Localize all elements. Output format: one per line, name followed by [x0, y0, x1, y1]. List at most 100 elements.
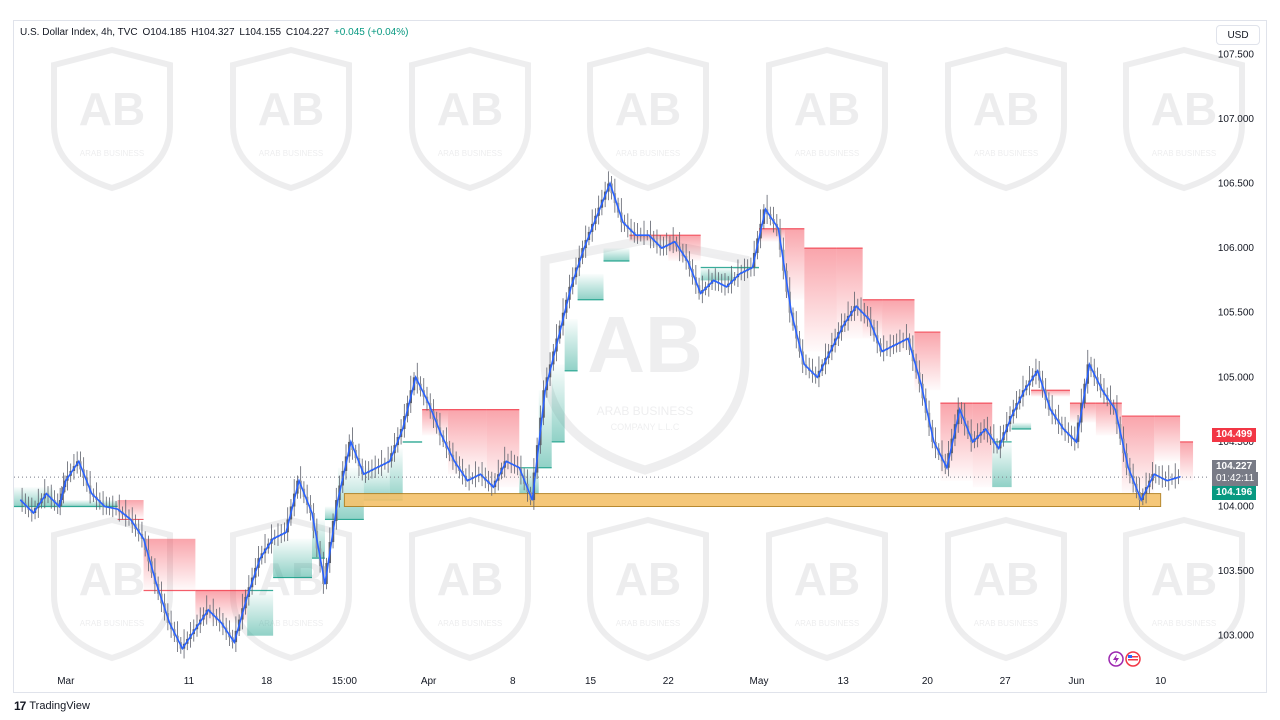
price-point-4 — [65, 480, 67, 482]
y-axis: 107.500 107.000 106.500 106.000 105.500 105.0… — [1218, 49, 1255, 641]
trail-fill-19 — [564, 319, 578, 371]
price-point-15 — [207, 609, 209, 611]
watermark-name: ARAB BUSINESS — [259, 619, 323, 628]
watermark-monogram: AB — [973, 83, 1039, 135]
watermark-layer: AB ARAB BUSINESS AB ARAB BUSINESS AB ARAB BUS… — [51, 46, 1245, 662]
watermark-monogram: AB — [1151, 83, 1217, 135]
countdown-tag: 01:42:11 — [1212, 472, 1259, 486]
price-point-53 — [700, 292, 702, 294]
price-point-20 — [272, 538, 274, 540]
price-point-82 — [1075, 441, 1078, 443]
watermark-shield-icon — [766, 516, 888, 662]
trail-fill-2 — [117, 500, 144, 520]
watermark-name: ARAB BUSINESS — [1152, 149, 1216, 158]
trail-fill-6 — [273, 538, 312, 578]
price-point-39 — [518, 467, 520, 469]
resistance-price-tag: 104.499 — [1212, 428, 1257, 442]
ohlc-low: L104.155 — [239, 27, 282, 38]
watermark-monogram: AB — [1151, 553, 1217, 605]
price-point-23 — [311, 512, 313, 514]
y-tick-label-7: 104.000 — [1218, 502, 1255, 513]
x-tick-label-11: 27 — [1000, 676, 1012, 687]
price-point-8 — [117, 508, 119, 510]
price-point-2 — [45, 492, 47, 495]
price-point-32 — [428, 402, 430, 404]
watermark-monogram: AB — [79, 83, 145, 135]
trail-fill-22 — [629, 235, 643, 242]
y-tick-label-5: 105.000 — [1218, 372, 1255, 383]
price-point-65 — [855, 305, 857, 307]
price-point-43 — [570, 286, 572, 288]
watermark-shield-icon — [230, 46, 352, 192]
symbol-header: U.S. Dollar Index, 4h, TVC O104.185 H104… — [20, 27, 408, 38]
chart-icons[interactable] — [1108, 651, 1141, 667]
price-point-11 — [155, 583, 158, 585]
price-point-9 — [130, 518, 132, 521]
watermark-name: ARAB BUSINESS — [616, 619, 680, 628]
watermark-shield-icon — [945, 516, 1067, 662]
watermark-shield-icon — [51, 46, 173, 192]
watermark-monogram: AB — [973, 553, 1039, 605]
price-point-38 — [505, 460, 507, 462]
price-point-14 — [194, 628, 196, 630]
watermark-shield-icon — [587, 516, 709, 662]
price-line-layer — [14, 181, 1210, 651]
price-point-76 — [998, 447, 1000, 449]
x-tick-label-3: 15:00 — [332, 676, 357, 687]
y-tick-label-2: 106.500 — [1218, 179, 1255, 190]
price-point-16 — [220, 622, 222, 624]
price-point-33 — [440, 434, 443, 437]
price-point-10 — [142, 538, 145, 540]
price-point-62 — [816, 376, 818, 378]
price-point-26 — [350, 441, 352, 443]
ohlc-close: C104.227 — [285, 27, 330, 38]
lightning-glyph-icon — [1113, 654, 1119, 664]
price-point-64 — [842, 325, 844, 327]
price-point-22 — [298, 480, 300, 482]
trail-fill-29 — [804, 248, 837, 352]
watermark-logo-12: AB ARAB BUSINESS — [945, 516, 1067, 662]
symbol-name[interactable]: U.S. Dollar Index, 4h, TVC — [20, 27, 138, 38]
watermark-monogram: AB — [437, 83, 503, 135]
watermark-monogram: AB — [587, 300, 703, 389]
price-point-50 — [661, 247, 663, 249]
price-point-28 — [376, 467, 378, 469]
watermark-shield-icon — [51, 516, 173, 662]
price-point-88 — [1153, 473, 1155, 475]
watermark-name: ARAB BUSINESS — [438, 149, 502, 158]
x-tick-label-0: Mar — [57, 676, 75, 687]
price-point-37 — [492, 486, 494, 488]
price-point-52 — [687, 260, 689, 262]
price-point-3 — [58, 505, 60, 508]
price-point-18 — [246, 596, 248, 598]
watermark-logo-0: AB ARAB BUSINESS — [51, 46, 173, 192]
watermark-monogram: AB — [437, 553, 503, 605]
currency-button[interactable]: USD — [1216, 25, 1260, 45]
price-point-71 — [933, 441, 935, 443]
price-point-86 — [1127, 467, 1129, 469]
price-point-72 — [946, 467, 948, 469]
trail-fill-23 — [642, 235, 669, 242]
trail-fill-43 — [1180, 441, 1194, 481]
tradingview-logo-icon: 17 — [14, 699, 26, 713]
trail-fill-31 — [862, 299, 883, 339]
x-tick-label-6: 15 — [585, 676, 597, 687]
y-tick-label-3: 106.000 — [1218, 243, 1255, 254]
price-point-5 — [78, 460, 80, 462]
price-point-34 — [453, 460, 456, 462]
watermark-logo-2: AB ARAB BUSINESS — [409, 46, 531, 192]
watermark-name: ARAB BUSINESS — [80, 149, 144, 158]
watermark-name: ARAB BUSINESS — [438, 619, 502, 628]
watermark-logo-10: AB ARAB BUSINESS — [587, 516, 709, 662]
trail-fill-37 — [1011, 422, 1032, 429]
price-point-29 — [389, 460, 391, 462]
y-tick-label-0: 107.500 — [1218, 49, 1255, 60]
watermark-logo-4: AB ARAB BUSINESS — [766, 46, 888, 192]
watermark-logo-3: AB ARAB BUSINESS — [587, 46, 709, 192]
price-point-57 — [751, 266, 754, 269]
price-point-48 — [635, 234, 637, 236]
watermark-logo-1: AB ARAB BUSINESS — [230, 46, 352, 192]
footer-brand[interactable]: 17 TradingView — [14, 699, 90, 713]
x-tick-label-1: 11 — [184, 676, 195, 687]
